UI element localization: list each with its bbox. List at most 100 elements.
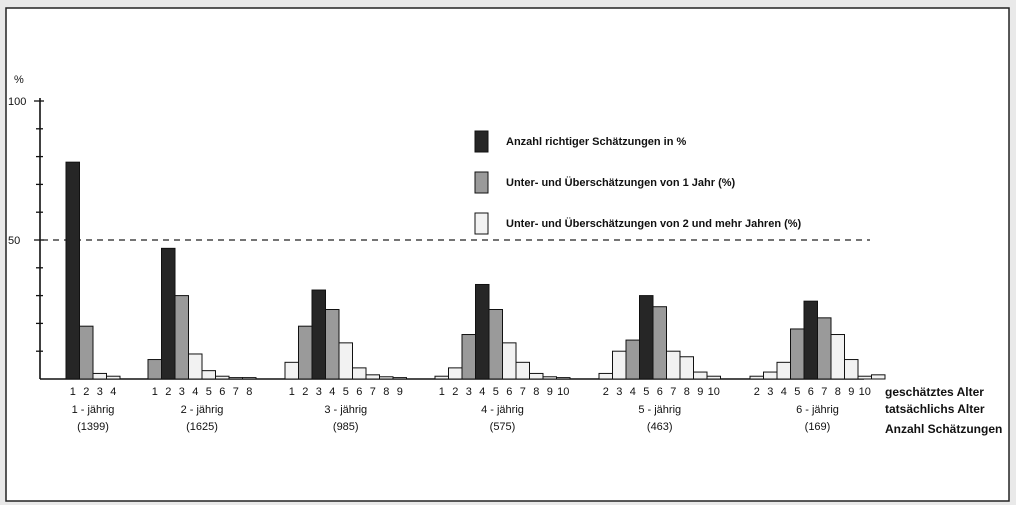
bar <box>652 306 667 380</box>
group-actual-age-label: 3 - jährig <box>324 404 367 416</box>
bar <box>147 359 162 380</box>
bar <box>242 377 257 380</box>
group-count-label: (575) <box>490 421 516 433</box>
bar <box>502 342 517 380</box>
bar <box>542 376 557 380</box>
x-tick-label: 4 <box>630 386 636 398</box>
group-actual-age-label: 1 - jährig <box>72 404 115 416</box>
x-tick-label: 9 <box>848 386 854 398</box>
bar <box>228 377 243 380</box>
x-tick-label: 3 <box>466 386 472 398</box>
bar <box>106 375 121 380</box>
group-count-label: (1399) <box>77 421 109 433</box>
x-tick-label: 2 <box>452 386 458 398</box>
x-tick-label: 6 <box>657 386 663 398</box>
x-tick-label: 4 <box>479 386 485 398</box>
legend: Anzahl richtiger Schätzungen in % Unter- … <box>474 130 802 235</box>
legend-label: Anzahl richtiger Schätzungen in % <box>506 136 687 148</box>
bar <box>352 367 367 380</box>
bar <box>776 361 791 380</box>
legend-label: Unter- und Überschätzungen von 1 Jahr (%… <box>506 176 736 189</box>
x-tick-label: 5 <box>643 386 649 398</box>
x-tick-label: 3 <box>179 386 185 398</box>
x-tick-label: 7 <box>520 386 526 398</box>
bar <box>693 371 708 380</box>
bar <box>763 371 778 380</box>
bar <box>515 361 530 380</box>
x-tick-label: 8 <box>533 386 539 398</box>
bar <box>598 372 613 380</box>
x-tick-label: 9 <box>547 386 553 398</box>
bar <box>325 309 340 380</box>
bar <box>161 247 176 380</box>
x-tick-label: 7 <box>233 386 239 398</box>
bar <box>706 375 721 380</box>
bar <box>461 334 476 380</box>
x-tick-label: 10 <box>859 386 871 398</box>
legend-swatch <box>474 212 489 235</box>
x-tick-label: 3 <box>616 386 622 398</box>
legend-swatch <box>474 171 489 194</box>
bar <box>639 295 654 380</box>
x-tick-label: 3 <box>316 386 322 398</box>
bar <box>612 350 627 380</box>
bar <box>188 353 203 380</box>
x-tick-label: 7 <box>370 386 376 398</box>
legend-swatch <box>474 130 489 153</box>
bar <box>79 325 94 380</box>
x-tick-label: 5 <box>794 386 800 398</box>
bar <box>666 350 681 380</box>
x-tick-label: 5 <box>343 386 349 398</box>
x-tick-label: 10 <box>557 386 569 398</box>
bar <box>871 374 886 380</box>
bar <box>215 375 230 380</box>
row-label: Anzahl Schätzungen <box>885 422 1002 436</box>
group-actual-age-label: 4 - jährig <box>481 404 524 416</box>
bar <box>625 339 640 380</box>
bar <box>338 342 353 380</box>
group-actual-age-label: 5 - jährig <box>638 404 681 416</box>
x-tick-label: 8 <box>684 386 690 398</box>
y-tick-label: 50 <box>8 235 20 247</box>
bar <box>284 361 299 380</box>
bar <box>65 161 80 380</box>
bar <box>475 283 490 380</box>
x-tick-label: 2 <box>754 386 760 398</box>
bar <box>556 377 571 380</box>
bar <box>201 370 216 380</box>
x-tick-label: 2 <box>603 386 609 398</box>
x-tick-label: 2 <box>165 386 171 398</box>
y-tick-label: 100 <box>8 96 26 108</box>
x-tick-label: 5 <box>493 386 499 398</box>
bar <box>392 377 407 380</box>
x-tick-label: 1 <box>289 386 295 398</box>
bar <box>298 325 313 380</box>
x-tick-label: 7 <box>821 386 827 398</box>
bar <box>174 295 189 380</box>
bar <box>488 309 503 380</box>
group-actual-age-label: 2 - jährig <box>181 404 224 416</box>
x-tick-label: 10 <box>708 386 720 398</box>
x-tick-label: 8 <box>835 386 841 398</box>
x-tick-label: 3 <box>97 386 103 398</box>
bar <box>92 372 107 380</box>
group-actual-age-label: 6 - jährig <box>796 404 839 416</box>
group-count-label: (463) <box>647 421 673 433</box>
bar <box>448 367 463 380</box>
bar <box>790 328 805 380</box>
bar <box>749 375 764 380</box>
group-count-label: (169) <box>805 421 831 433</box>
bar <box>311 289 326 380</box>
bar <box>803 300 818 380</box>
x-tick-label: 8 <box>246 386 252 398</box>
bar <box>830 334 845 380</box>
x-tick-label: 1 <box>439 386 445 398</box>
bar <box>379 376 394 380</box>
x-tick-label: 4 <box>110 386 116 398</box>
group-count-label: (1625) <box>186 421 218 433</box>
x-tick-label: 4 <box>329 386 335 398</box>
bar <box>844 359 859 380</box>
x-tick-label: 9 <box>697 386 703 398</box>
